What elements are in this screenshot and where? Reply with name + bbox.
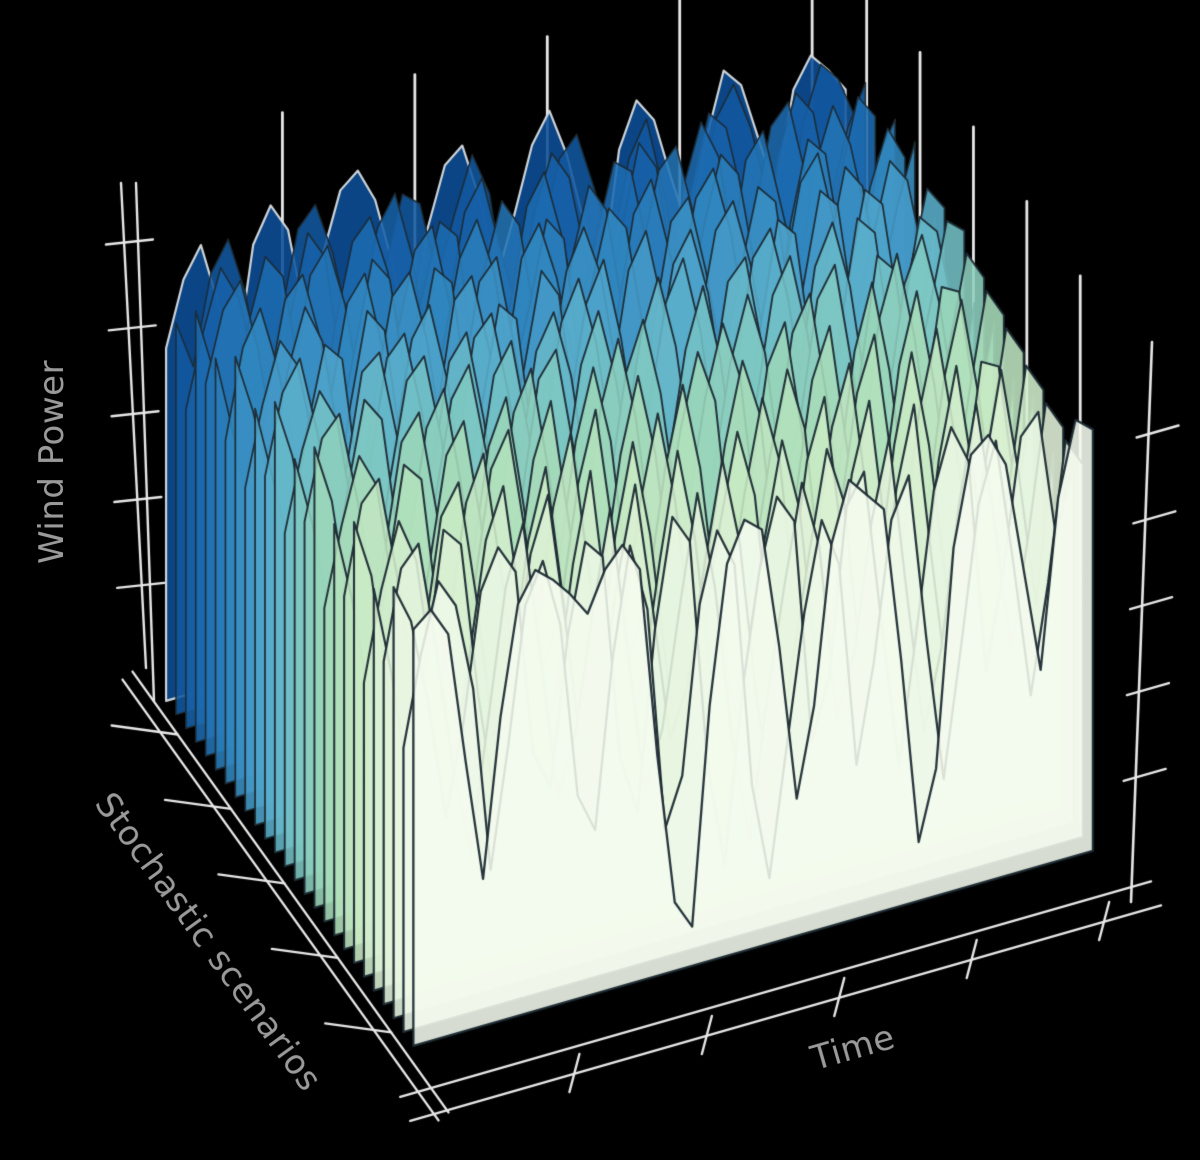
z-axis-label-wind-power: Wind Power	[32, 359, 72, 565]
